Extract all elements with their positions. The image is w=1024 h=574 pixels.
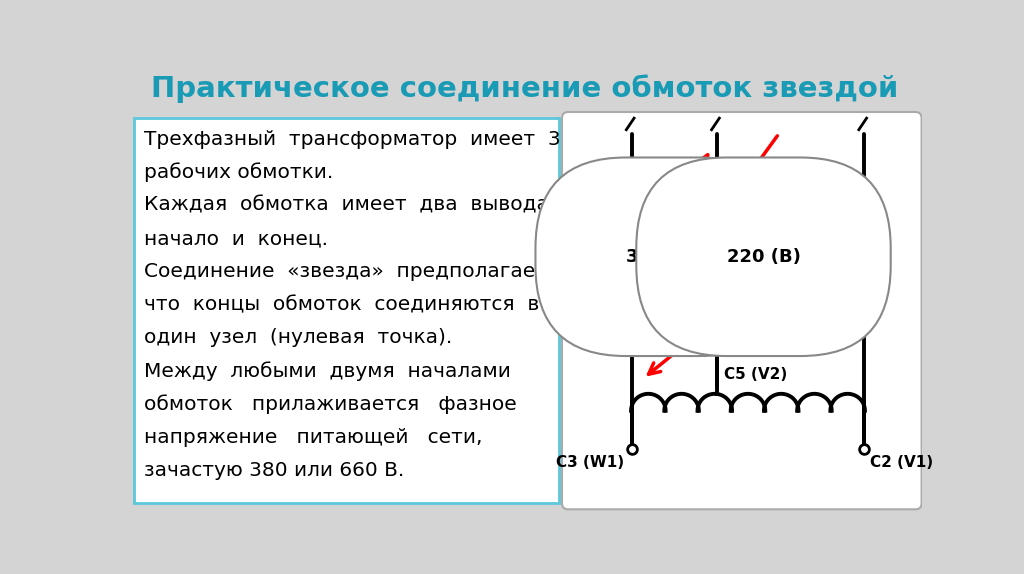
Text: зачастую 380 или 660 В.: зачастую 380 или 660 В. [143,461,403,480]
Text: C5 (V2): C5 (V2) [724,367,787,382]
Text: Практическое соединение обмоток звездой: Практическое соединение обмоток звездой [152,75,898,103]
Text: C4 (U2): C4 (U2) [723,342,787,356]
Text: что  концы  обмоток  соединяются  в: что концы обмоток соединяются в [143,295,539,314]
Text: 220 (В): 220 (В) [727,248,801,266]
Text: Соединение  «звезда»  предполагает,: Соединение «звезда» предполагает, [143,262,553,281]
Text: один  узел  (нулевая  точка).: один узел (нулевая точка). [143,328,452,347]
Text: обмоток   прилаживается   фазное: обмоток прилаживается фазное [143,394,516,414]
Text: C3 (W1): C3 (W1) [556,455,624,471]
Text: начало  и  конец.: начало и конец. [143,229,328,248]
Text: Между  любыми  двумя  началами: Между любыми двумя началами [143,362,510,381]
Text: C1 (U1): C1 (U1) [736,172,800,187]
Text: C6 (W2): C6 (W2) [655,342,724,356]
Text: C2 (V1): C2 (V1) [870,455,934,471]
FancyBboxPatch shape [134,118,559,503]
Text: Каждая  обмотка  имеет  два  вывода  -: Каждая обмотка имеет два вывода - [143,196,568,215]
Text: 380 (В): 380 (В) [626,248,699,266]
Text: напряжение   питающей   сети,: напряжение питающей сети, [143,428,482,447]
FancyBboxPatch shape [562,112,922,509]
Text: рабочих обмотки.: рабочих обмотки. [143,163,333,183]
Text: Трехфазный  трансформатор  имеет  3: Трехфазный трансформатор имеет 3 [143,130,560,149]
